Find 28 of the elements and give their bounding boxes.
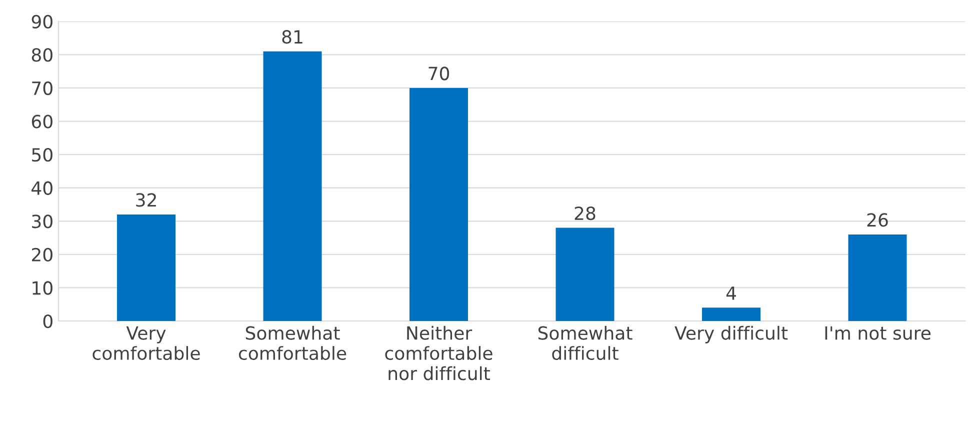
y-tick-label: 30 <box>32 214 52 228</box>
y-tick-label: 0 <box>43 314 52 328</box>
y-tick-label: 70 <box>32 81 52 96</box>
data-label: 70 <box>428 66 450 80</box>
bar <box>117 214 176 321</box>
x-tick-label: Neither comfortable nor difficult <box>385 326 492 380</box>
data-label: 4 <box>726 286 736 300</box>
y-tick-label: 80 <box>32 48 52 62</box>
x-tick-label: I'm not sure <box>825 326 930 340</box>
y-tick-label: 40 <box>32 181 52 195</box>
bar <box>263 51 322 321</box>
data-label: 32 <box>136 193 156 207</box>
y-tick-label: 10 <box>32 281 52 295</box>
bar <box>410 88 468 321</box>
x-tick-label: Very difficult <box>674 326 788 344</box>
bar <box>848 234 907 321</box>
x-tick-label: Somewhat comfortable <box>238 326 346 360</box>
bar <box>556 228 614 321</box>
y-tick-label: 20 <box>32 248 52 262</box>
data-label: 28 <box>574 206 596 220</box>
y-tick-label: 50 <box>32 148 52 162</box>
data-label: 26 <box>867 213 888 227</box>
data-label: 81 <box>282 30 302 44</box>
x-tick-label: Somewhat difficult <box>538 326 632 360</box>
y-tick-label: 90 <box>32 14 52 29</box>
y-tick-label: 60 <box>32 114 52 128</box>
bar <box>702 308 760 321</box>
x-tick-label: Very comfortable <box>92 326 200 360</box>
